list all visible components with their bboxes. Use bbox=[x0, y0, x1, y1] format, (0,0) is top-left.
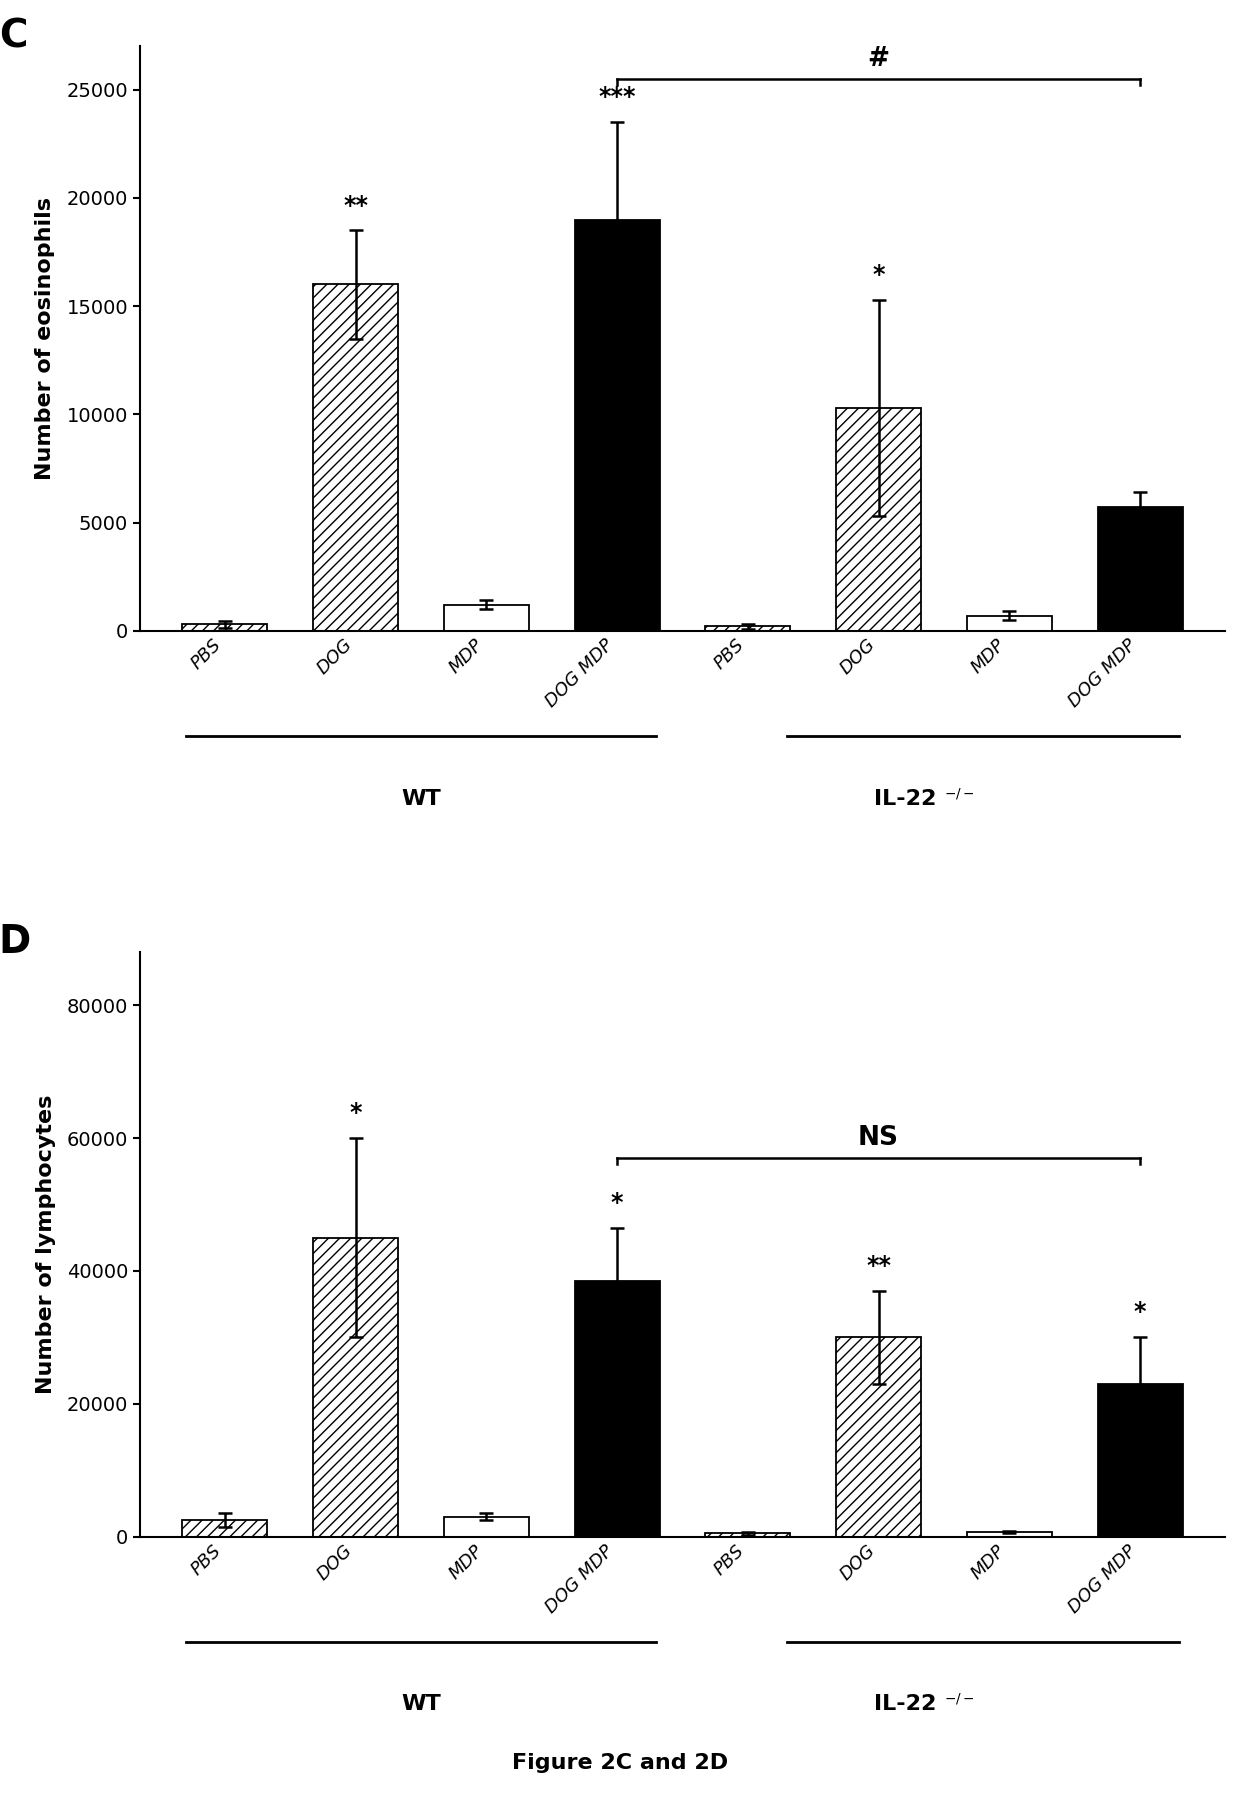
Text: $^{-/-}$: $^{-/-}$ bbox=[944, 788, 975, 808]
Bar bbox=[314, 1239, 398, 1537]
Y-axis label: Number of lymphocytes: Number of lymphocytes bbox=[36, 1095, 56, 1395]
Bar bbox=[1097, 1384, 1183, 1537]
Text: NS: NS bbox=[858, 1125, 899, 1151]
Bar bbox=[706, 626, 790, 630]
Text: **: ** bbox=[343, 194, 368, 217]
Bar bbox=[314, 284, 398, 630]
Text: #: # bbox=[868, 47, 889, 72]
Text: *: * bbox=[611, 1190, 624, 1215]
Text: D: D bbox=[0, 923, 31, 960]
Text: WT: WT bbox=[401, 1694, 441, 1714]
Text: IL-22: IL-22 bbox=[874, 1694, 944, 1714]
Bar bbox=[706, 1533, 790, 1537]
Text: C: C bbox=[0, 18, 27, 56]
Text: IL-22: IL-22 bbox=[874, 788, 944, 808]
Text: **: ** bbox=[866, 1255, 892, 1278]
Bar bbox=[182, 1520, 268, 1537]
Text: *: * bbox=[872, 262, 885, 287]
Bar bbox=[967, 1531, 1052, 1537]
Bar bbox=[836, 1337, 921, 1537]
Text: WT: WT bbox=[401, 788, 441, 808]
Bar bbox=[574, 219, 660, 630]
Bar bbox=[182, 625, 268, 630]
Bar bbox=[836, 407, 921, 630]
Y-axis label: Number of eosinophils: Number of eosinophils bbox=[36, 197, 56, 479]
Bar bbox=[574, 1282, 660, 1537]
Text: *: * bbox=[350, 1102, 362, 1125]
Text: $^{-/-}$: $^{-/-}$ bbox=[944, 1694, 975, 1712]
Bar bbox=[444, 1517, 528, 1537]
Bar bbox=[444, 605, 528, 630]
Bar bbox=[1097, 508, 1183, 630]
Bar bbox=[967, 616, 1052, 630]
Text: Figure 2C and 2D: Figure 2C and 2D bbox=[512, 1754, 728, 1773]
Text: *: * bbox=[1133, 1300, 1146, 1325]
Text: ***: *** bbox=[599, 86, 636, 109]
